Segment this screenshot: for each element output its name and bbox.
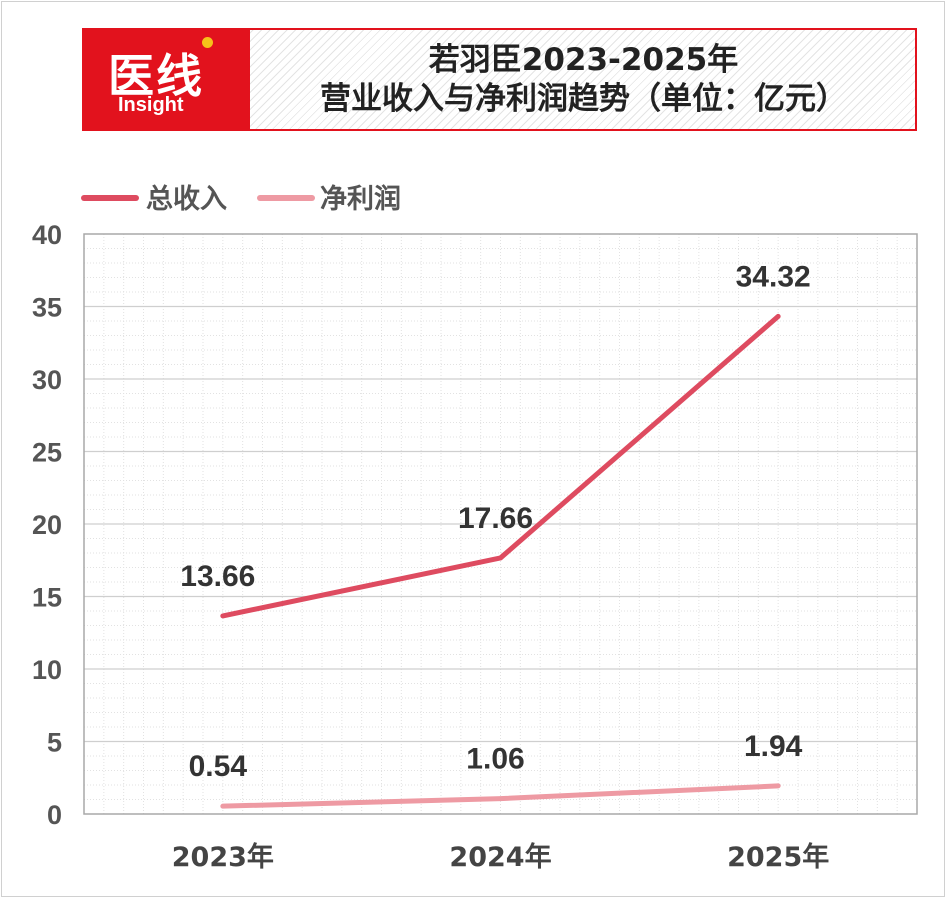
series-line-profit xyxy=(220,783,781,809)
logo-dot-icon xyxy=(202,37,213,48)
legend-label-profit: 净利润 xyxy=(320,183,401,215)
y-tick-label: 15 xyxy=(32,583,62,613)
chart-title-line-2: 营业收入与净利润趋势（单位：亿元） xyxy=(320,80,847,117)
y-tick-label: 35 xyxy=(32,293,62,323)
plot-area: 0 5 10 15 20 25 30 35 40 2023年 2024年 2025年 13.66 17.6… xyxy=(32,220,918,873)
data-label: 17.66 xyxy=(458,502,533,535)
x-tick-label: 2025年 xyxy=(727,841,829,873)
y-tick-label: 40 xyxy=(32,220,62,250)
y-tick-label: 0 xyxy=(47,800,62,830)
data-label: 13.66 xyxy=(180,560,255,593)
brand-logo: 医线 Insight xyxy=(84,30,250,129)
y-tick-label: 30 xyxy=(32,365,62,395)
plot-border xyxy=(83,233,918,815)
chart-title: 若羽臣2023-2025年 营业收入与净利润趋势（单位：亿元） xyxy=(252,30,915,129)
title-banner: 医线 Insight 若羽臣2023-2025年 营业收入与净利润趋势（单位：亿… xyxy=(82,28,917,131)
chart-title-line-1: 若羽臣2023-2025年 xyxy=(428,41,739,78)
y-tick-label: 20 xyxy=(32,510,62,540)
y-tick-label: 10 xyxy=(32,655,62,685)
logo-main-text: 医线 xyxy=(108,49,204,103)
series-line-revenue xyxy=(220,313,781,619)
logo-sub-text: Insight xyxy=(118,94,184,116)
legend-label-revenue: 总收入 xyxy=(146,184,227,215)
legend: 总收入 净利润 xyxy=(81,183,401,215)
data-label: 0.54 xyxy=(189,750,248,783)
x-tick-label: 2023年 xyxy=(172,841,274,873)
data-label: 1.06 xyxy=(466,743,524,776)
x-tick-label: 2024年 xyxy=(449,841,551,873)
data-label: 34.32 xyxy=(736,260,811,293)
y-tick-label: 25 xyxy=(32,438,62,468)
y-tick-label: 5 xyxy=(47,728,62,758)
data-label: 1.94 xyxy=(744,730,803,763)
